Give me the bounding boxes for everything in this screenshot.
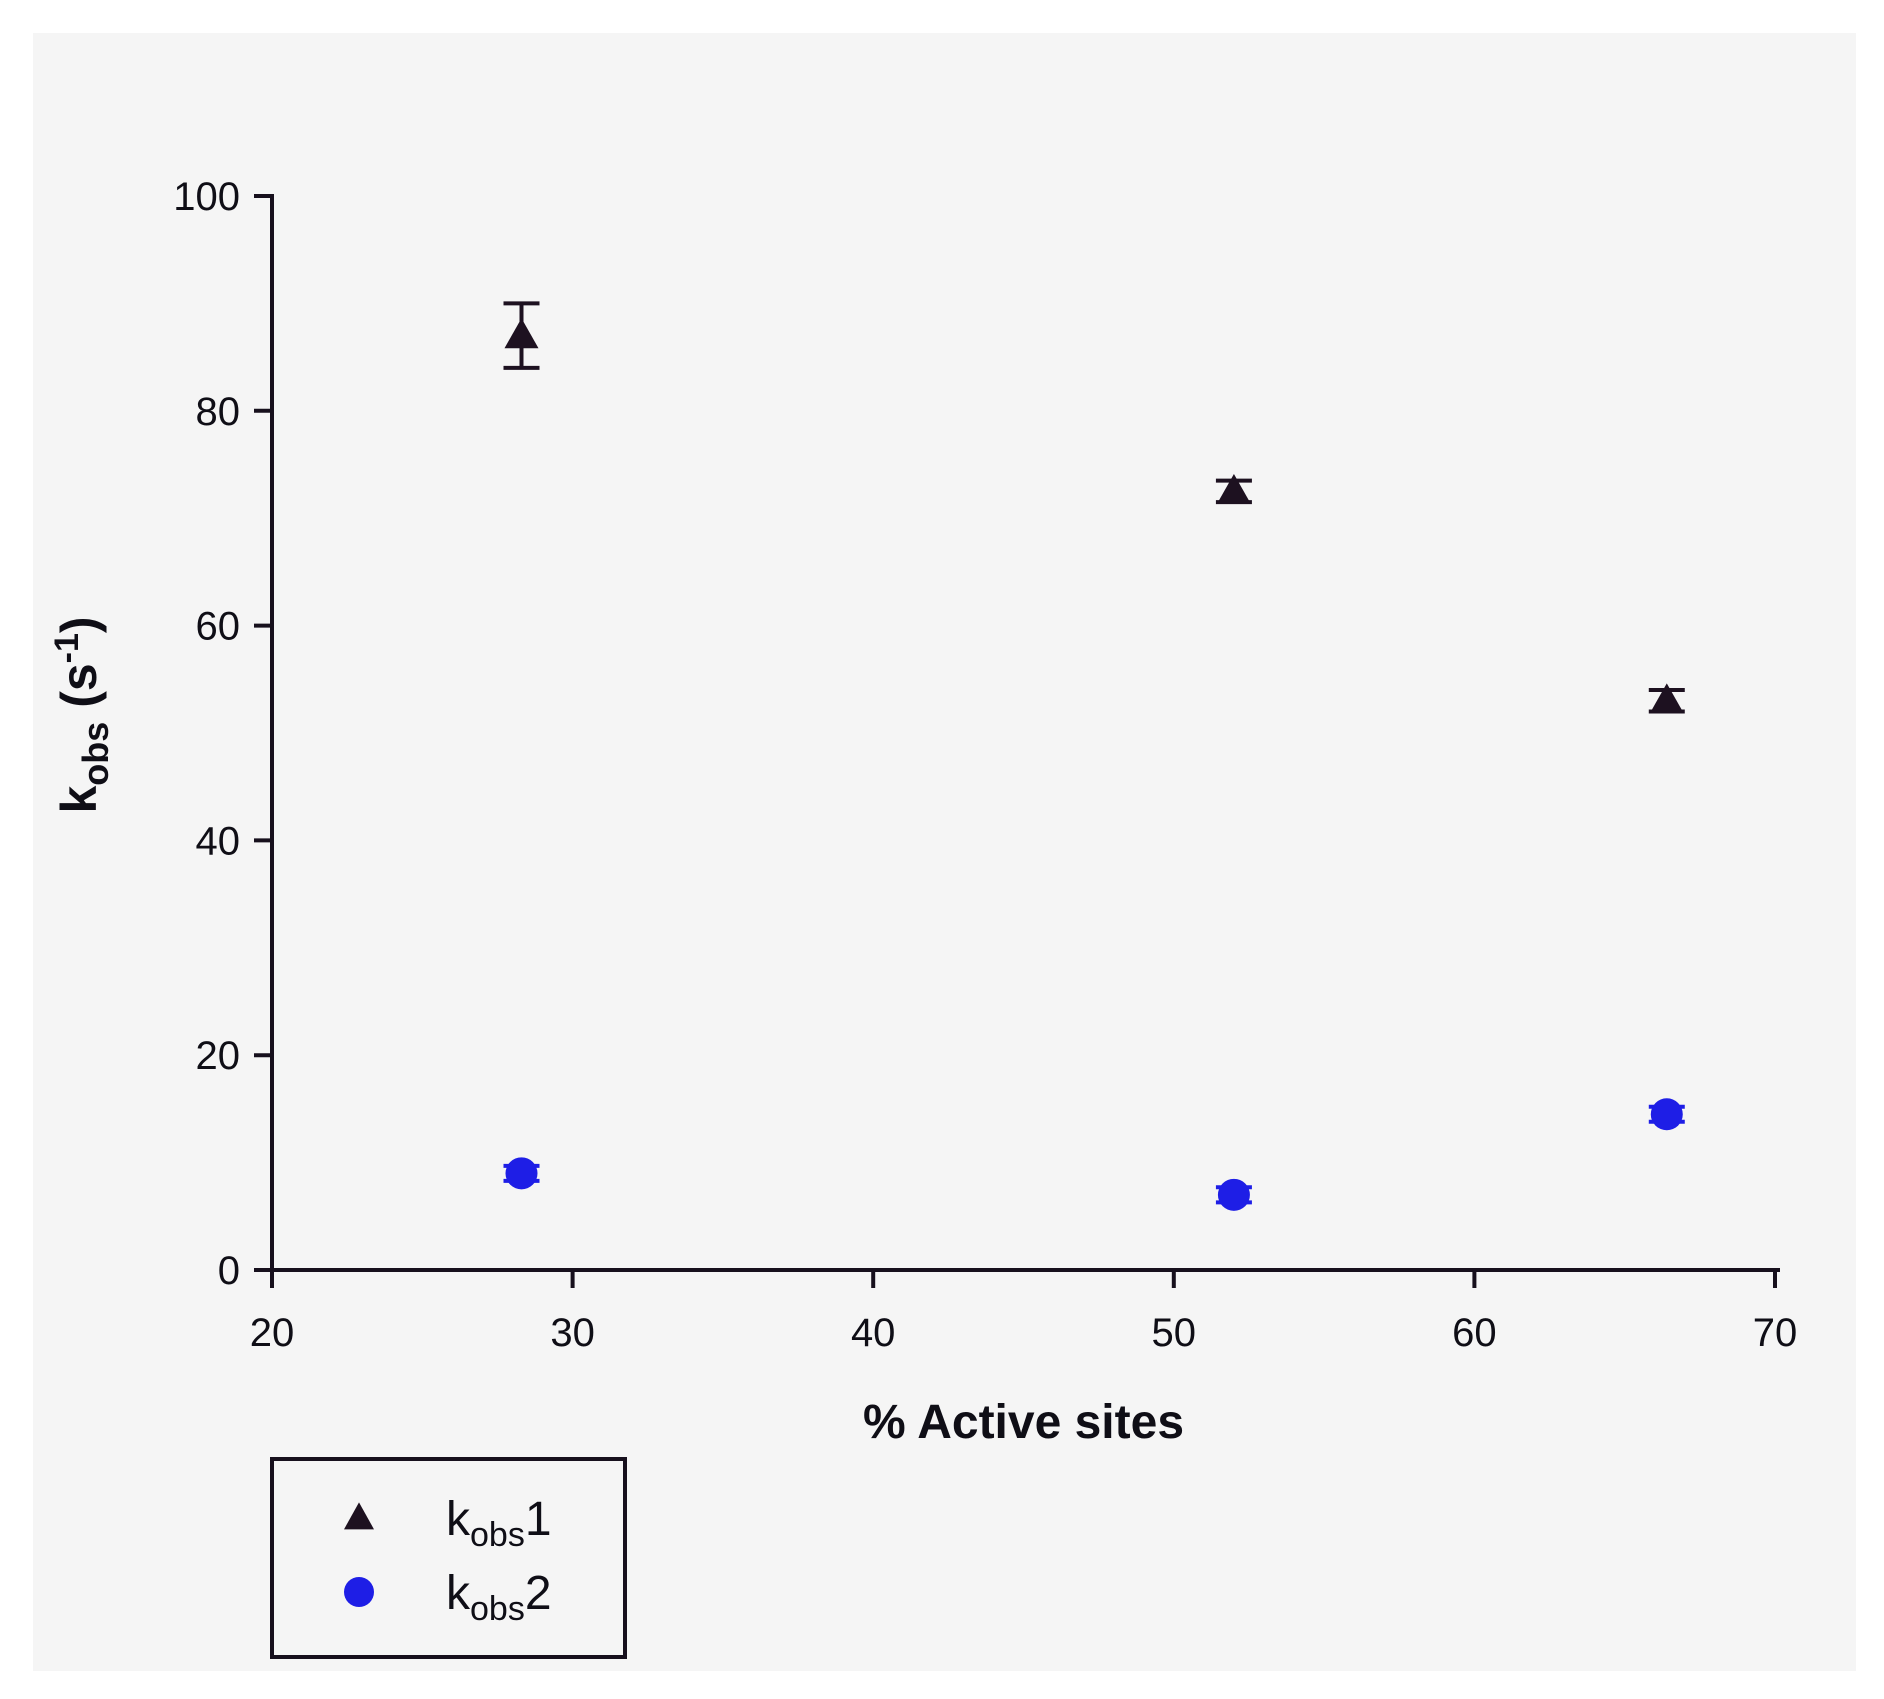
y-tick-label: 100 (173, 175, 240, 219)
legend-label: kobs2 (446, 1567, 552, 1628)
x-tick-label: 50 (1152, 1311, 1197, 1355)
legend-marker-triangle (344, 1502, 374, 1530)
y-tick-label: 80 (196, 390, 241, 434)
data-point-circle (1650, 1098, 1683, 1131)
y-axis-title: kobs (s-1) (48, 616, 116, 813)
x-tick-label: 30 (550, 1311, 595, 1355)
x-tick-label: 60 (1452, 1311, 1497, 1355)
y-tick-label: 0 (218, 1249, 240, 1293)
plot-panel (33, 33, 1856, 1671)
x-tick-label: 20 (250, 1311, 295, 1355)
data-point-triangle (504, 318, 539, 349)
data-point-triangle (1649, 683, 1684, 714)
legend-box (270, 1457, 627, 1659)
data-point-circle (1217, 1178, 1250, 1211)
data-point-circle (505, 1157, 538, 1190)
x-tick-label: 70 (1753, 1311, 1798, 1355)
y-tick-label: 60 (196, 605, 241, 649)
x-tick-label: 40 (851, 1311, 896, 1355)
y-tick-label: 40 (196, 819, 241, 863)
data-point-triangle (1216, 473, 1251, 504)
x-axis-title: % Active sites (863, 1396, 1184, 1449)
y-tick-label: 20 (196, 1034, 241, 1078)
legend-marker-circle (344, 1577, 374, 1607)
legend-label: kobs1 (446, 1493, 552, 1554)
